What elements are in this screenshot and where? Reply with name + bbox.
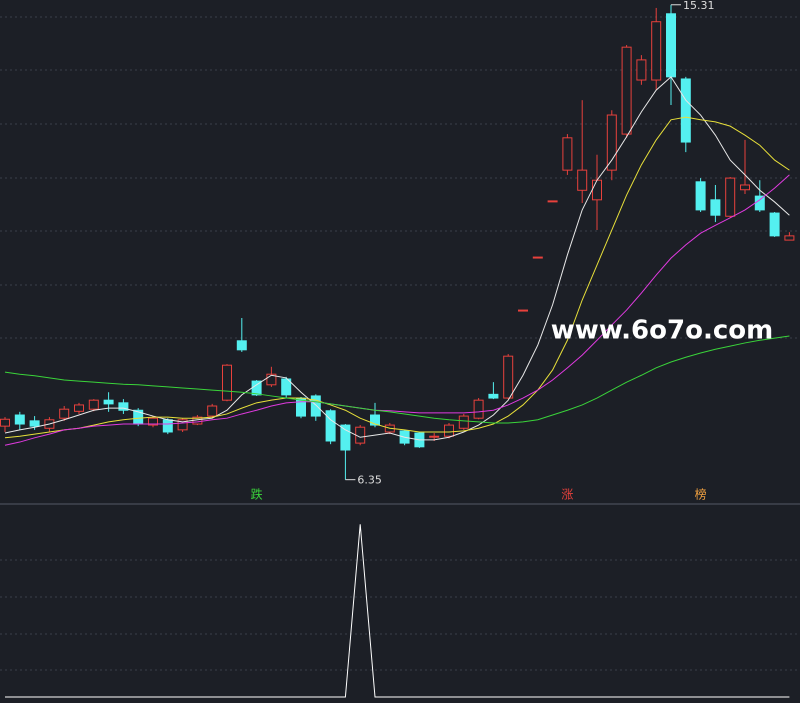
candle-body: [518, 309, 528, 312]
candle-body: [592, 179, 602, 201]
candle-body: [621, 46, 632, 135]
candle-body: [0, 418, 10, 427]
candle-body: [532, 256, 543, 259]
candle-body: [222, 364, 232, 401]
candle-body: [207, 405, 218, 417]
candle-body: [754, 195, 765, 211]
candle-body: [14, 414, 25, 425]
candle-body: [651, 21, 662, 81]
candle-body: [148, 417, 158, 426]
candle-body: [458, 415, 469, 429]
annotation-label: 15.31: [683, 0, 715, 12]
candle-body: [740, 184, 750, 191]
candle-body: [266, 373, 277, 386]
candle-body: [503, 355, 514, 399]
ma-line: [4, 116, 790, 439]
candle-body: [444, 424, 454, 437]
candle-body: [636, 59, 647, 81]
candle-body: [74, 404, 84, 412]
candle-body: [103, 399, 114, 405]
candle-body: [29, 420, 40, 427]
candle-body: [429, 435, 440, 438]
candle-body: [473, 399, 484, 419]
ma-line: [4, 76, 790, 441]
candle-body: [177, 419, 188, 431]
ma-line: [4, 174, 790, 446]
candle-body: [325, 410, 336, 442]
candle-body: [88, 399, 99, 410]
candle-body: [562, 137, 573, 171]
candle-body: [695, 181, 706, 211]
candle-body: [680, 78, 691, 143]
candle-body: [577, 169, 588, 191]
watermark: www.6o7o.com: [551, 316, 773, 346]
ma-line: [4, 335, 790, 424]
annotation-label: 6.35: [357, 474, 382, 487]
indicator-line: [5, 524, 790, 698]
candle-body: [784, 235, 795, 241]
candle-body: [725, 177, 736, 217]
candle-body: [162, 419, 173, 433]
signal-label: 跌: [251, 487, 263, 502]
candle-body: [710, 199, 721, 216]
candle-body: [370, 414, 380, 426]
candle-body: [118, 402, 129, 411]
signal-label: 榜: [695, 487, 707, 502]
signal-label: 涨: [561, 487, 573, 502]
candle-body: [666, 13, 676, 78]
candle-body: [547, 200, 558, 203]
candle-body: [310, 395, 321, 417]
candle-body: [59, 408, 70, 419]
candle-body: [281, 378, 292, 396]
candle-body: [340, 424, 351, 451]
candle-body: [769, 212, 780, 237]
candle-body: [236, 340, 247, 351]
candle-body: [488, 393, 499, 399]
candle-body: [606, 114, 617, 171]
